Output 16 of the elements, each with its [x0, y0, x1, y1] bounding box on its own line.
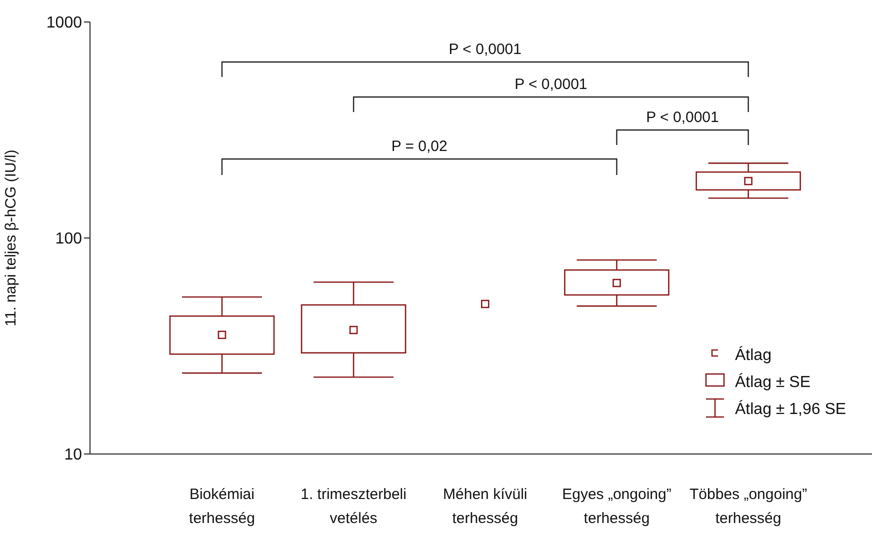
y-tick-label: 1000 [46, 14, 82, 32]
x-tick-label: Egyes „ongoing” terhesség [562, 486, 672, 527]
x-tick-label: Biokémiai terhesség [189, 486, 255, 527]
x-tick-label: Méhen kívüli terhesség [443, 486, 528, 527]
x-tick-label: Többes „ongoing” terhesség [690, 486, 808, 527]
annotation: P < 0,0001 [514, 76, 588, 93]
x-tick-label: 1. trimeszterbeli vetélés [300, 486, 406, 527]
y-tick-label: 100 [55, 230, 82, 248]
y-axis-title: 11. napi teljes β-hCG (IU/l) [2, 150, 20, 326]
annotation: P < 0,0001 [448, 41, 522, 58]
annotation: Átlag ± SE [735, 373, 810, 391]
annotation: Átlag [735, 346, 772, 364]
annotation: Átlag ± 1,96 SE [735, 400, 846, 418]
annotation: P = 0,02 [391, 138, 448, 155]
y-tick-label: 10 [64, 446, 82, 464]
annotation: P < 0,0001 [646, 109, 719, 126]
